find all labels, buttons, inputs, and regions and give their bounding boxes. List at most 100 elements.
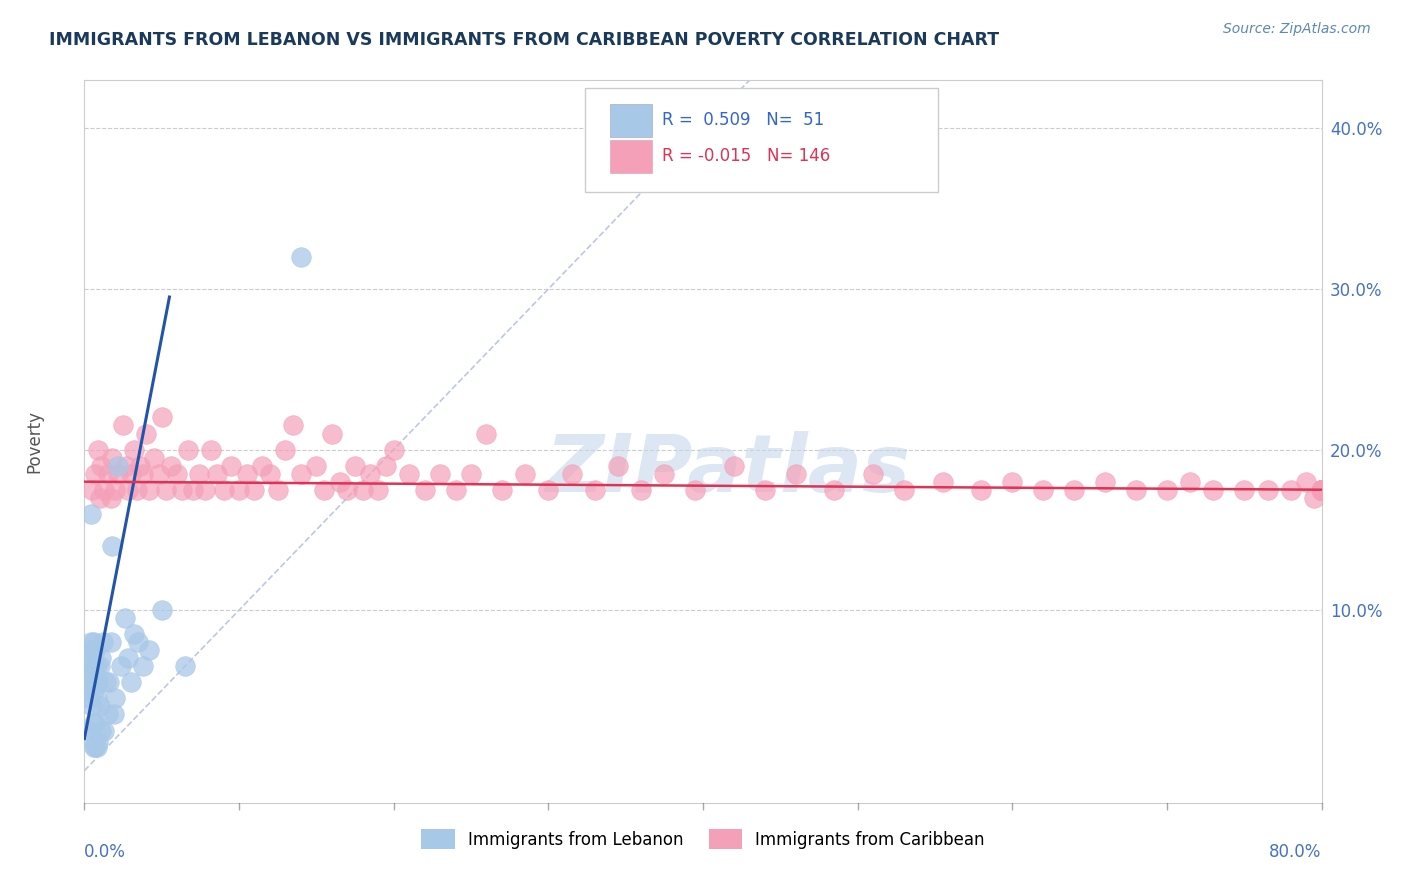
Point xyxy=(86,691,108,706)
Point xyxy=(1310,483,1333,497)
Point xyxy=(77,691,100,706)
Point xyxy=(228,483,250,497)
Point xyxy=(93,483,115,497)
Point xyxy=(94,675,117,690)
Point xyxy=(1310,483,1333,497)
Point xyxy=(491,483,513,497)
Point xyxy=(77,723,100,738)
Point xyxy=(243,483,266,497)
Point xyxy=(281,418,305,433)
Point xyxy=(343,458,366,473)
Point xyxy=(93,723,115,738)
Point xyxy=(1310,483,1333,497)
Point xyxy=(1310,483,1333,497)
Text: R =  0.509   N=  51: R = 0.509 N= 51 xyxy=(662,111,824,129)
Point xyxy=(1310,483,1333,497)
Point xyxy=(83,659,105,673)
Text: R = -0.015   N= 146: R = -0.015 N= 146 xyxy=(662,147,831,165)
Point xyxy=(250,458,273,473)
Point xyxy=(429,467,451,481)
Point xyxy=(87,675,110,690)
Point xyxy=(352,483,374,497)
Point xyxy=(1310,483,1333,497)
Point xyxy=(1310,483,1333,497)
Point xyxy=(1310,483,1333,497)
Point xyxy=(160,458,183,473)
Point xyxy=(1256,483,1278,497)
Point xyxy=(1310,483,1333,497)
Point xyxy=(87,735,110,749)
Point xyxy=(83,715,105,730)
Point xyxy=(82,483,104,497)
Point xyxy=(1001,475,1024,489)
Point xyxy=(1310,483,1333,497)
Point xyxy=(336,483,359,497)
FancyBboxPatch shape xyxy=(585,87,938,193)
Point xyxy=(312,483,335,497)
Point xyxy=(91,635,114,649)
Point xyxy=(1310,483,1333,497)
Point xyxy=(177,442,200,457)
Point xyxy=(76,659,98,673)
Text: ZIPatlas: ZIPatlas xyxy=(546,432,910,509)
Point xyxy=(305,458,328,473)
Legend: Immigrants from Lebanon, Immigrants from Caribbean: Immigrants from Lebanon, Immigrants from… xyxy=(415,822,991,856)
Point xyxy=(1310,483,1333,497)
Point xyxy=(1125,483,1147,497)
Point xyxy=(79,635,101,649)
Point xyxy=(1310,483,1333,497)
Point xyxy=(83,739,105,754)
Point xyxy=(82,731,104,746)
Point xyxy=(170,483,193,497)
Point xyxy=(129,458,152,473)
Point xyxy=(1310,483,1333,497)
Point xyxy=(515,467,537,481)
Point xyxy=(84,643,107,657)
Point xyxy=(1310,483,1333,497)
Point xyxy=(89,699,111,714)
Point xyxy=(100,491,122,505)
Point xyxy=(374,458,398,473)
Point xyxy=(1310,483,1333,497)
Point xyxy=(444,483,467,497)
Point xyxy=(84,715,107,730)
Point xyxy=(1094,475,1116,489)
Point xyxy=(754,483,776,497)
Point xyxy=(82,699,104,714)
Point xyxy=(114,611,136,625)
Point xyxy=(79,667,101,681)
Point xyxy=(84,739,107,754)
Point xyxy=(606,458,628,473)
Point xyxy=(1310,483,1333,497)
Point xyxy=(823,483,845,497)
Point xyxy=(1310,483,1333,497)
Point xyxy=(86,739,108,754)
Point xyxy=(1310,483,1333,497)
Point xyxy=(187,467,209,481)
Point xyxy=(181,483,204,497)
Point xyxy=(1310,483,1333,497)
Point xyxy=(360,467,382,481)
Point xyxy=(537,483,560,497)
Point xyxy=(1156,483,1178,497)
Point xyxy=(96,707,118,722)
Point xyxy=(150,603,173,617)
Point xyxy=(79,507,101,521)
Point xyxy=(1310,483,1333,497)
Point xyxy=(475,426,498,441)
Point xyxy=(1310,483,1333,497)
Text: Source: ZipAtlas.com: Source: ZipAtlas.com xyxy=(1223,22,1371,37)
Point xyxy=(77,651,100,665)
Point xyxy=(235,467,259,481)
Point xyxy=(84,667,107,681)
Point xyxy=(862,467,884,481)
Point xyxy=(932,475,955,489)
Point xyxy=(413,483,436,497)
Point xyxy=(290,250,312,264)
Point xyxy=(117,483,139,497)
Point xyxy=(267,483,290,497)
Point xyxy=(1310,483,1333,497)
Point xyxy=(1310,483,1333,497)
Point xyxy=(87,442,110,457)
Point xyxy=(723,458,745,473)
